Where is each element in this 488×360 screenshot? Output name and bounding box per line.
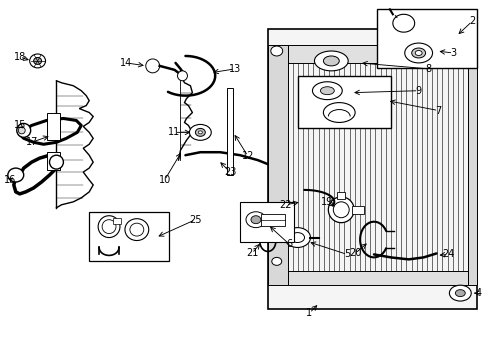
Text: 20: 20 <box>348 248 361 258</box>
Text: 19: 19 <box>321 197 333 207</box>
Ellipse shape <box>327 197 353 223</box>
Ellipse shape <box>323 56 339 66</box>
Text: 14: 14 <box>120 58 132 68</box>
Text: 24: 24 <box>441 249 454 260</box>
Text: 21: 21 <box>245 248 258 258</box>
Ellipse shape <box>284 228 310 247</box>
Bar <box>267 29 476 309</box>
Bar <box>297 76 390 129</box>
Bar <box>113 218 121 224</box>
Bar <box>337 192 345 199</box>
Text: 16: 16 <box>4 175 16 185</box>
Text: 8: 8 <box>425 64 431 74</box>
Bar <box>46 152 61 170</box>
Ellipse shape <box>250 216 260 224</box>
Ellipse shape <box>404 43 432 63</box>
Text: 7: 7 <box>434 105 441 116</box>
Ellipse shape <box>195 129 205 136</box>
Ellipse shape <box>8 168 24 182</box>
Bar <box>46 113 61 140</box>
Bar <box>287 45 468 63</box>
Text: 11: 11 <box>168 127 180 138</box>
Bar <box>468 45 476 285</box>
Text: 10: 10 <box>158 175 170 185</box>
Ellipse shape <box>102 220 116 234</box>
Ellipse shape <box>448 285 470 301</box>
Ellipse shape <box>323 103 354 122</box>
Text: 17: 17 <box>25 137 38 147</box>
Ellipse shape <box>290 233 304 243</box>
Ellipse shape <box>271 257 281 265</box>
Ellipse shape <box>177 71 187 81</box>
Ellipse shape <box>18 127 25 134</box>
Ellipse shape <box>124 219 148 240</box>
Bar <box>287 271 468 285</box>
Text: 4: 4 <box>474 288 480 298</box>
Bar <box>89 212 168 261</box>
Text: 18: 18 <box>14 52 26 62</box>
Text: 22: 22 <box>279 200 291 210</box>
Ellipse shape <box>245 212 265 228</box>
Ellipse shape <box>130 223 143 236</box>
FancyArrowPatch shape <box>394 15 396 18</box>
Bar <box>260 214 284 226</box>
Text: 25: 25 <box>189 215 201 225</box>
Text: 12: 12 <box>241 151 254 161</box>
Ellipse shape <box>320 87 334 95</box>
Ellipse shape <box>198 131 202 134</box>
Bar <box>351 206 364 214</box>
Text: 9: 9 <box>415 86 421 96</box>
Bar <box>226 88 233 175</box>
Bar <box>240 202 293 242</box>
Text: 6: 6 <box>286 239 292 249</box>
Text: 13: 13 <box>228 64 241 74</box>
Text: 23: 23 <box>224 167 236 177</box>
Ellipse shape <box>333 202 348 218</box>
Ellipse shape <box>314 51 347 71</box>
Ellipse shape <box>189 125 211 140</box>
Text: 5: 5 <box>344 249 349 260</box>
Ellipse shape <box>270 46 282 56</box>
Bar <box>267 45 287 285</box>
Ellipse shape <box>17 123 31 137</box>
Ellipse shape <box>454 290 464 297</box>
Ellipse shape <box>49 155 63 169</box>
Ellipse shape <box>98 216 120 238</box>
Ellipse shape <box>414 50 421 55</box>
Ellipse shape <box>145 59 160 73</box>
Ellipse shape <box>34 58 41 64</box>
Text: 3: 3 <box>449 48 455 58</box>
Ellipse shape <box>312 82 342 100</box>
Text: 2: 2 <box>468 16 474 26</box>
Bar <box>376 9 476 68</box>
Text: 1: 1 <box>306 308 312 318</box>
Ellipse shape <box>411 48 425 58</box>
Text: 15: 15 <box>14 121 26 130</box>
Ellipse shape <box>30 54 45 68</box>
